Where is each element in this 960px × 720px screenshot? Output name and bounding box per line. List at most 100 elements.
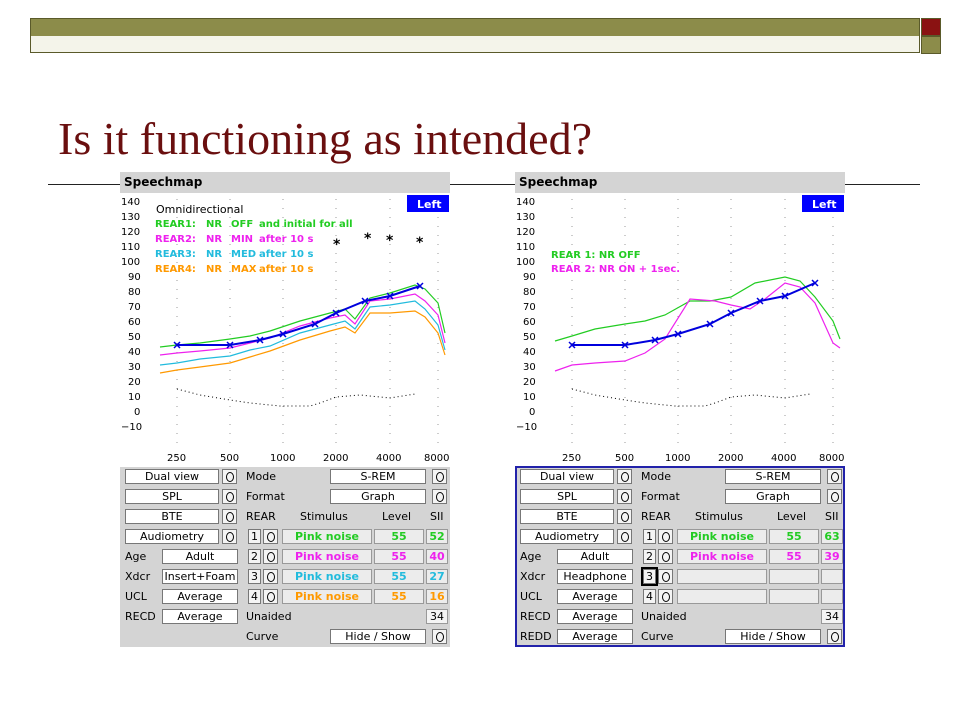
panel-title: Speechmap <box>519 175 598 189</box>
mode-toggle[interactable] <box>827 469 842 484</box>
y-tick: 30 <box>523 362 536 373</box>
stimulus-cell[interactable] <box>677 589 767 604</box>
audiometry-toggle[interactable] <box>617 529 632 544</box>
bte-toggle[interactable] <box>222 509 237 524</box>
rear-toggle[interactable] <box>658 549 673 564</box>
level-cell[interactable]: 55 <box>769 529 819 544</box>
level-cell[interactable]: 55 <box>374 529 424 544</box>
dual-view-toggle[interactable] <box>617 469 632 484</box>
sii-header: SII <box>825 510 839 523</box>
format-toggle[interactable] <box>432 489 447 504</box>
spl-toggle[interactable] <box>617 489 632 504</box>
stimulus-cell[interactable]: Pink noise <box>677 549 767 564</box>
y-tick: 140 <box>516 197 535 208</box>
audiometry-button[interactable]: Audiometry <box>520 529 614 544</box>
rear-number[interactable]: 3 <box>248 569 261 584</box>
y-tick: 0 <box>529 407 535 418</box>
mode-select[interactable]: S-REM <box>330 469 426 484</box>
bte-toggle[interactable] <box>617 509 632 524</box>
spl-button[interactable]: SPL <box>125 489 219 504</box>
legend-rear4: REAR4: NR MAX after 10 s <box>155 264 313 275</box>
dual-view-toggle[interactable] <box>222 469 237 484</box>
speechmap-panel-1: Speechmap 140 130 120 110 100 90 80 70 6… <box>120 172 450 647</box>
rear-number[interactable]: 2 <box>248 549 261 564</box>
svg-text:REAR1:: REAR1: <box>155 219 196 230</box>
sii-cell: 39 <box>821 549 843 564</box>
spl-button[interactable]: SPL <box>520 489 614 504</box>
recd-value[interactable]: Average <box>557 609 633 624</box>
audiometry-button[interactable]: Audiometry <box>125 529 219 544</box>
format-label: Format <box>246 490 285 503</box>
level-cell[interactable]: 55 <box>374 589 424 604</box>
rear-number[interactable]: 1 <box>643 529 656 544</box>
audiometry-toggle[interactable] <box>222 529 237 544</box>
rear-toggle[interactable] <box>658 569 673 584</box>
curve-toggle[interactable] <box>827 629 842 644</box>
age-value[interactable]: Adult <box>162 549 238 564</box>
format-select[interactable]: Graph <box>330 489 426 504</box>
rear-number[interactable]: 4 <box>248 589 261 604</box>
legend-rear2: REAR 2: NR ON + 1sec. <box>551 264 680 275</box>
svg-text:NR: NR <box>206 249 222 260</box>
x-tick: 1000 <box>270 453 295 464</box>
mode-toggle[interactable] <box>432 469 447 484</box>
level-cell[interactable] <box>769 589 819 604</box>
stimulus-cell[interactable]: Pink noise <box>282 529 372 544</box>
curve-toggle[interactable] <box>432 629 447 644</box>
xdcr-value[interactable]: Insert+Foam <box>162 569 238 584</box>
format-label: Format <box>641 490 680 503</box>
svg-text:OFF: OFF <box>231 219 253 230</box>
rear-number[interactable]: 2 <box>643 549 656 564</box>
format-toggle[interactable] <box>827 489 842 504</box>
curve-rear3 <box>159 300 446 366</box>
xdcr-value[interactable]: Headphone <box>557 569 633 584</box>
curve-rear4 <box>159 310 446 374</box>
rear-toggle[interactable] <box>263 589 278 604</box>
redd-value[interactable]: Average <box>557 629 633 644</box>
stimulus-cell[interactable]: Pink noise <box>282 569 372 584</box>
bte-button[interactable]: BTE <box>125 509 219 524</box>
rear-header: REAR <box>641 510 671 523</box>
dual-view-button[interactable]: Dual view <box>520 469 614 484</box>
hide-show-button[interactable]: Hide / Show <box>330 629 426 644</box>
svg-text:NR: NR <box>206 264 222 275</box>
age-value[interactable]: Adult <box>557 549 633 564</box>
ucl-value[interactable]: Average <box>557 589 633 604</box>
stimulus-cell[interactable] <box>677 569 767 584</box>
rear-toggle[interactable] <box>263 549 278 564</box>
ucl-value[interactable]: Average <box>162 589 238 604</box>
recd-value[interactable]: Average <box>162 609 238 624</box>
left-ear-button <box>407 195 449 212</box>
stimulus-cell[interactable]: Pink noise <box>282 549 372 564</box>
rear-toggle[interactable] <box>263 529 278 544</box>
rear-number-selected[interactable]: 3 <box>641 567 658 586</box>
svg-text:after 10 s: after 10 s <box>259 249 313 260</box>
svg-text:REAR4:: REAR4: <box>155 264 196 275</box>
left-ear-button <box>802 195 844 212</box>
hide-show-button[interactable]: Hide / Show <box>725 629 821 644</box>
rear-number[interactable]: 4 <box>643 589 656 604</box>
stimulus-cell[interactable]: Pink noise <box>677 529 767 544</box>
stimulus-cell[interactable]: Pink noise <box>282 589 372 604</box>
level-cell[interactable]: 55 <box>769 549 819 564</box>
y-tick: −10 <box>516 422 537 433</box>
rear-toggle[interactable] <box>658 589 673 604</box>
x-tick: 2000 <box>718 453 743 464</box>
rear-toggle[interactable] <box>658 529 673 544</box>
level-cell[interactable]: 55 <box>374 549 424 564</box>
level-cell[interactable] <box>769 569 819 584</box>
svg-text:REAR3:: REAR3: <box>155 249 196 260</box>
bte-button[interactable]: BTE <box>520 509 614 524</box>
mode-select[interactable]: S-REM <box>725 469 821 484</box>
y-tick: 110 <box>121 242 140 253</box>
spl-toggle[interactable] <box>222 489 237 504</box>
rear-toggle[interactable] <box>263 569 278 584</box>
dual-view-button[interactable]: Dual view <box>125 469 219 484</box>
level-cell[interactable]: 55 <box>374 569 424 584</box>
x-tick: 4000 <box>771 453 796 464</box>
rear-number[interactable]: 1 <box>248 529 261 544</box>
rear-header: REAR <box>246 510 276 523</box>
svg-text:after 10 s: after 10 s <box>259 234 313 245</box>
curve-unaided <box>176 388 416 407</box>
format-select[interactable]: Graph <box>725 489 821 504</box>
